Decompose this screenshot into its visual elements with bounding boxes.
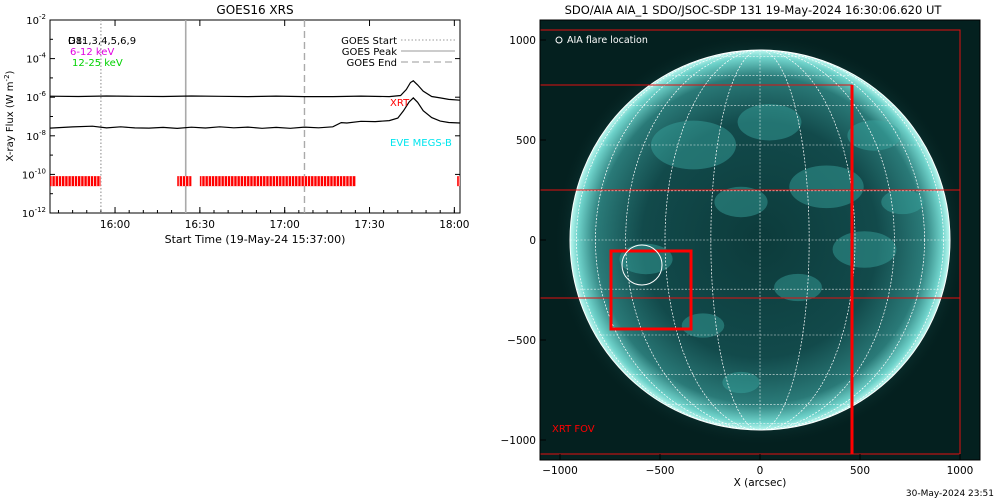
active-region-glow — [881, 189, 924, 215]
goes-xrs-chart: GOES16 XRS 10-12 10-10 10-8 10-6 10-4 10-2 16… — [3, 3, 469, 246]
aia-flare-location-marker — [621, 244, 663, 286]
legend-goes-start-label: GOES Start — [341, 36, 397, 47]
legend-6-12kev-label: 6-12 keV — [70, 47, 114, 58]
aia-x-tick-label: 0 — [757, 465, 764, 477]
active-region-glow — [737, 103, 802, 141]
goes-y-tick-label: 10-6 — [26, 90, 46, 104]
xrt-fov-rectangle — [540, 189, 961, 299]
goes-series-line — [50, 97, 460, 130]
legend-goes-peak-label: GOES Peak — [342, 47, 397, 58]
sun-active-regions — [619, 103, 924, 394]
goes-y-tick-label: 10-4 — [26, 52, 46, 66]
aia-y-tick-label: −500 — [507, 335, 536, 347]
legend-12-25kev-label: 12-25 keV — [72, 58, 123, 69]
aia-x-tick-label: 500 — [850, 465, 870, 477]
longitude-line — [576, 50, 944, 430]
goes-series-line — [50, 80, 460, 101]
goes-y-tick-label: 10-12 — [22, 206, 46, 220]
goes-x-tick-label: 16:00 — [100, 219, 130, 231]
goes-x-tick-label: 18:00 — [439, 219, 469, 231]
goes-series-lines — [50, 80, 460, 130]
sun-limb-outline — [569, 49, 951, 431]
active-region-glow — [847, 120, 901, 151]
active-region-glow — [832, 231, 897, 268]
active-region-glow — [681, 313, 725, 338]
legend-detectors-label: 1,3,4,5,6,9 — [82, 36, 136, 47]
aia-y-tick-label: 1000 — [509, 35, 536, 47]
goes-y-axis-label: X-ray Flux (W m-2) — [3, 70, 16, 161]
aia-y-axis: −1000 −500 0 500 1000 — [500, 35, 546, 447]
aia-y-tick-label: −1000 — [500, 435, 536, 447]
xrt-coverage-block — [177, 176, 192, 187]
plot-timestamp: 30-May-2024 23:51 — [906, 489, 994, 499]
goes-left-legend: D8: G1 1,3,4,5,6,9 6-12 keV 12-25 keV — [68, 36, 136, 69]
xrt-coverage-marks — [50, 176, 460, 187]
longitude-line — [664, 50, 856, 430]
goes-y-tick-label: 10-10 — [22, 167, 46, 181]
legend-goes-end-label: GOES End — [347, 58, 397, 69]
xrt-coverage-block — [457, 176, 460, 187]
aia-x-tick-label: 1000 — [947, 465, 974, 477]
xrt-fov-label: XRT FOV — [552, 424, 595, 435]
aia-x-tick-label: −500 — [646, 465, 675, 477]
legend-flare-location-label: AIA flare location — [567, 35, 648, 46]
goes-x-axis-label: Start Time (19-May-24 15:37:00) — [165, 233, 346, 246]
longitude-line — [625, 50, 895, 430]
heliographic-grid — [570, 50, 950, 430]
aia-image-panel: SDO/AIA AIA_1 SDO/JSOC-SDP 131 19-May-20… — [500, 3, 994, 499]
goes-y-axis: 10-12 10-10 10-8 10-6 10-4 10-2 — [22, 13, 460, 220]
xrt-pointing-box — [609, 249, 693, 331]
goes-y-tick-label: 10-8 — [26, 129, 46, 143]
aia-x-axis: −1000 −500 0 500 1000 — [542, 454, 973, 477]
legend-g1-label: G1 — [68, 36, 82, 47]
aia-y-tick-label: 0 — [529, 235, 536, 247]
goes-chart-title: GOES16 XRS — [216, 3, 293, 17]
goes-x-tick-label: 17:30 — [354, 219, 384, 231]
goes-right-legend: GOES Start GOES Peak GOES End — [341, 36, 455, 69]
goes-y-tick-label: 10-2 — [26, 13, 46, 27]
eve-megs-b-label: EVE MEGS-B — [390, 138, 452, 149]
legend-d8-label: D8: — [68, 36, 85, 47]
xrt-coverage-block — [199, 176, 356, 187]
xrt-coverage-block — [50, 176, 101, 187]
active-region-glow — [714, 186, 768, 218]
aia-image-title: SDO/AIA AIA_1 SDO/JSOC-SDP 131 19-May-20… — [565, 3, 943, 17]
active-region-glow — [774, 273, 822, 302]
legend-flare-circle-icon — [555, 36, 563, 44]
xrt-fov-boxes — [540, 29, 961, 455]
aia-x-tick-label: −1000 — [542, 465, 578, 477]
goes-x-tick-label: 17:00 — [270, 219, 300, 231]
aia-x-axis-label: X (arcsec) — [734, 477, 787, 489]
longitude-line — [595, 50, 925, 430]
xrt-label: XRT — [390, 98, 410, 109]
goes-x-axis: 16:00 16:30 17:00 17:30 18:00 — [57, 20, 469, 231]
goes-x-tick-label: 16:30 — [185, 219, 215, 231]
aia-y-tick-label: 500 — [516, 135, 536, 147]
active-region-glow — [722, 371, 760, 394]
